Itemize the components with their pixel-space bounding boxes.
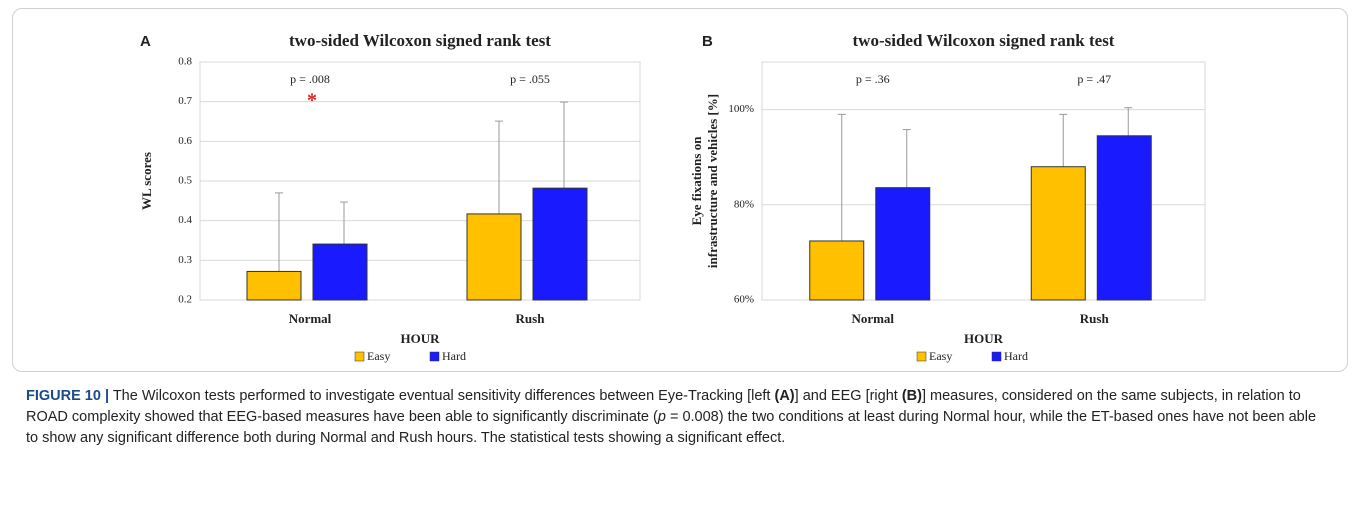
y-tick-label: 60% — [734, 294, 754, 306]
y-tick-label: 0.4 — [178, 214, 192, 226]
p-value: p = .055 — [510, 72, 550, 86]
caption-ref: (B) — [901, 388, 922, 404]
bar — [532, 187, 588, 301]
caption-label: FIGURE 10 | — [26, 388, 110, 404]
legend-label: Hard — [442, 349, 466, 363]
y-axis-label: WL scores — [139, 152, 154, 210]
caption: FIGURE 10 | The Wilcoxon tests performed… — [26, 386, 1326, 449]
caption-italic: p — [657, 409, 666, 425]
p-value: p = .36 — [856, 72, 890, 86]
x-tick-label: Normal — [289, 311, 332, 326]
legend-label: Easy — [929, 349, 952, 363]
x-axis-label: HOUR — [401, 331, 441, 346]
bar — [466, 213, 522, 301]
legend-swatch — [916, 351, 927, 362]
bar — [312, 243, 368, 301]
y-axis-label: Eye fixations on — [689, 136, 704, 226]
caption-text: ] and EEG [right — [794, 388, 902, 404]
legend-label: Easy — [367, 349, 390, 363]
p-value: p = .008 — [290, 72, 330, 86]
bar — [246, 270, 302, 301]
chart-title: two-sided Wilcoxon signed rank test — [289, 31, 551, 50]
y-tick-label: 0.3 — [178, 254, 192, 266]
y-tick-label: 0.5 — [178, 175, 192, 187]
y-tick-label: 100% — [728, 103, 754, 115]
x-tick-label: Rush — [1080, 311, 1110, 326]
chart-title: two-sided Wilcoxon signed rank test — [853, 31, 1115, 50]
caption-text: ] measures, considered on the same subje… — [26, 388, 1301, 425]
legend-label: Hard — [1004, 349, 1028, 363]
legend-swatch — [429, 351, 440, 362]
p-value: p = .47 — [1077, 72, 1111, 86]
significance-star: * — [307, 90, 317, 112]
x-axis-label: HOUR — [964, 331, 1004, 346]
y-tick-label: 0.2 — [178, 294, 192, 306]
bar — [1030, 166, 1086, 301]
y-tick-label: 0.6 — [178, 135, 192, 147]
bar — [1096, 135, 1152, 301]
legend-swatch — [354, 351, 365, 362]
x-tick-label: Normal — [851, 311, 894, 326]
bar — [809, 240, 865, 301]
panel-label: A — [140, 33, 151, 50]
x-tick-label: Rush — [516, 311, 546, 326]
caption-text: = 0.008) the two conditions at least dur… — [26, 409, 1317, 446]
y-tick-label: 0.8 — [178, 56, 192, 68]
y-tick-label: 0.7 — [178, 95, 192, 107]
caption-text: The Wilcoxon tests performed to investig… — [112, 388, 775, 404]
caption-ref: (A) — [774, 388, 795, 404]
panel-label: B — [702, 33, 713, 50]
legend-swatch — [991, 351, 1002, 362]
y-tick-label: 80% — [734, 198, 754, 210]
y-axis-label: infrastructure and vehicles [%] — [705, 94, 720, 268]
bar — [875, 187, 931, 301]
